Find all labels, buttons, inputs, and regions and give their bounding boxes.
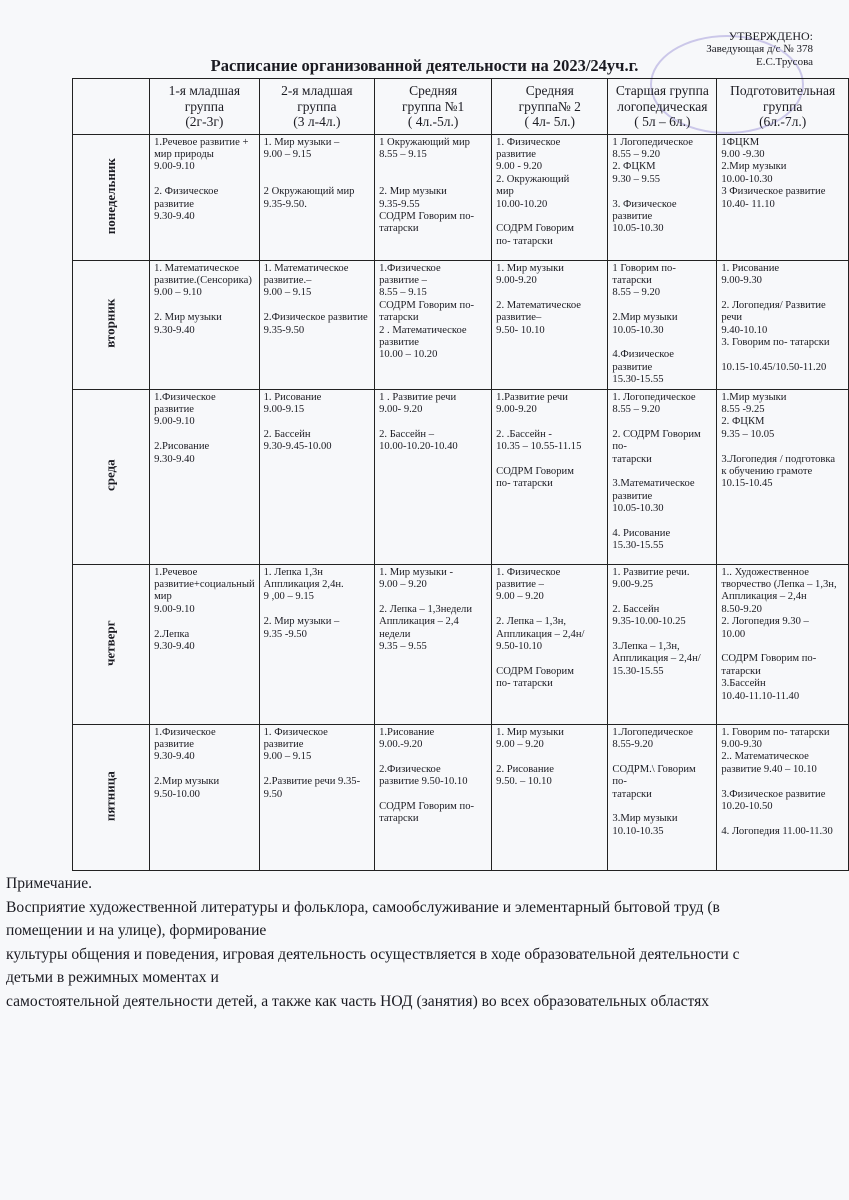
- schedule-cell: 1.Физическое развитие 9.30-9.40 2.Мир му…: [149, 723, 260, 871]
- day-label-cell: среда: [71, 388, 151, 565]
- note-line: самостоятельной деятельности детей, а та…: [6, 992, 710, 1010]
- approval-position: Заведующая д/с № 378: [706, 43, 813, 55]
- schedule-cell: 1.Развитие речи 9.00-9.20 2. .Бассейн - …: [491, 388, 609, 565]
- note-line: Восприятие художественной литературы и ф…: [6, 898, 720, 940]
- day-label-cell: понедельник: [71, 133, 151, 261]
- schedule-cell: 1. Мир музыки – 9.00 – 9.15 2 Окружающий…: [258, 133, 376, 261]
- schedule-cell: 1. Говорим по- татарски 9.00-9.30 2.. Ма…: [716, 723, 849, 871]
- schedule-cell: 1 . Развитие речи 9.00- 9.20 2. Бассейн …: [374, 388, 493, 565]
- group-header: Старшая группа логопедическая ( 5л – 6л.…: [607, 78, 718, 135]
- day-label: среда: [102, 459, 118, 492]
- day-label-cell: пятница: [71, 723, 151, 871]
- day-label-cell: четверг: [71, 563, 151, 725]
- schedule-cell: 1. Мир музыки 9.00-9.20 2. Математическо…: [491, 259, 609, 390]
- day-label: понедельник: [102, 157, 118, 235]
- schedule-cell: 1 Окружающий мир 8.55 – 9.15 2. Мир музы…: [374, 133, 493, 261]
- schedule-cell: 1. Математическое развитие.(Сенсорика) 9…: [149, 259, 260, 390]
- schedule-cell: 1ФЦКМ 9.00 -9.30 2.Мир музыки 10.00-10.3…: [716, 133, 849, 261]
- schedule-cell: 1. Физическое развитие 9.00 – 9.15 2.Раз…: [258, 723, 376, 871]
- corner-cell: [71, 78, 151, 135]
- schedule-cell: 1. Мир музыки - 9.00 – 9.20 2. Лепка – 1…: [374, 563, 493, 725]
- header-row: 1-я младшая группа (2г-3г) 2-я младшая г…: [71, 78, 849, 135]
- day-label-cell: вторник: [71, 259, 151, 390]
- schedule-cell: 1. Рисование 9.00-9.30 2. Логопедия/ Раз…: [716, 259, 849, 390]
- group-header: Средняя группа№ 2 ( 4л- 5л.): [491, 78, 609, 135]
- schedule-cell: 1.Физическое развитие – 8.55 – 9.15 СОДР…: [374, 259, 493, 390]
- schedule-cell: 1.Речевое развитие + мир природы 9.00-9.…: [149, 133, 260, 261]
- note-block: Примечание. Восприятие художественной ли…: [6, 872, 786, 1013]
- note-line: культуры общения и поведения, игровая де…: [6, 945, 740, 987]
- day-label: четверг: [102, 620, 118, 666]
- schedule-cell: 1 Логопедическое 8.55 – 9.20 2. ФЦКМ 9.3…: [607, 133, 718, 261]
- day-label: вторник: [102, 298, 118, 349]
- group-header: Подготовительная группа (6л.-7л.): [716, 78, 849, 135]
- group-header: 2-я младшая группа (3 л-4л.): [258, 78, 376, 135]
- schedule-cell: 1. Мир музыки 9.00 – 9.20 2. Рисование 9…: [491, 723, 609, 871]
- day-row: понедельник 1.Речевое развитие + мир прир…: [71, 133, 849, 261]
- schedule-cell: 1. Рисование 9.00-9.15 2. Бассейн 9.30-9…: [258, 388, 376, 565]
- day-row: среда 1.Физическое развитие 9.00-9.10 2.Р…: [71, 388, 849, 565]
- schedule-cell: 1.Мир музыки 8.55 -9.25 2. ФЦКМ 9.35 – 1…: [716, 388, 849, 565]
- approval-block: УТВЕРЖДЕНО: Заведующая д/с № 378 Е.С.Тру…: [706, 30, 813, 69]
- schedule-cell: 1 Говорим по- татарски 8.55 – 9.20 2.Мир…: [607, 259, 718, 390]
- schedule-cell: 1. Математическое развитие.– 9.00 – 9.15…: [258, 259, 376, 390]
- schedule-cell: 1.Физическое развитие 9.00-9.10 2.Рисова…: [149, 388, 260, 565]
- schedule-cell: 1.Рисование 9.00.-9.20 2.Физическое разв…: [374, 723, 493, 871]
- schedule-cell: 1. Физическое развитие 9.00 - 9.20 2. Ок…: [491, 133, 609, 261]
- approval-name: Е.С.Трусова: [755, 56, 813, 68]
- schedule-cell: 1.. Художественное творчество (Лепка – 1…: [716, 563, 849, 725]
- schedule-table: 1-я младшая группа (2г-3г) 2-я младшая г…: [71, 78, 849, 871]
- day-row: четверг 1.Речевое развитие+социальный мир…: [71, 563, 849, 725]
- schedule-cell: 1. Логопедическое 8.55 – 9.20 2. СОДРМ Г…: [607, 388, 718, 565]
- group-header: Средняя группа №1 ( 4л.-5л.): [374, 78, 493, 135]
- schedule-cell: 1.Речевое развитие+социальный мир 9.00-9…: [149, 563, 260, 725]
- approval-heading: УТВЕРЖДЕНО:: [728, 29, 813, 43]
- schedule-cell: 1. Физическое развитие – 9.00 – 9.20 2. …: [491, 563, 609, 725]
- schedule-cell: 1.Логопедическое 8.55-9.20 СОДРМ.\ Говор…: [607, 723, 718, 871]
- day-row: вторник 1. Математическое развитие.(Сенсо…: [71, 259, 849, 390]
- note-heading: Примечание.: [6, 875, 93, 892]
- day-row: пятница 1.Физическое развитие 9.30-9.40 2…: [71, 723, 849, 871]
- schedule-cell: 1. Развитие речи. 9.00-9.25 2. Бассейн 9…: [607, 563, 718, 725]
- schedule-cell: 1. Лепка 1,3н Аппликация 2,4н. 9 ,00 – 9…: [258, 563, 376, 725]
- document-title: Расписание организованной деятельности н…: [210, 56, 639, 75]
- day-label: пятница: [102, 771, 118, 822]
- group-header: 1-я младшая группа (2г-3г): [149, 78, 260, 135]
